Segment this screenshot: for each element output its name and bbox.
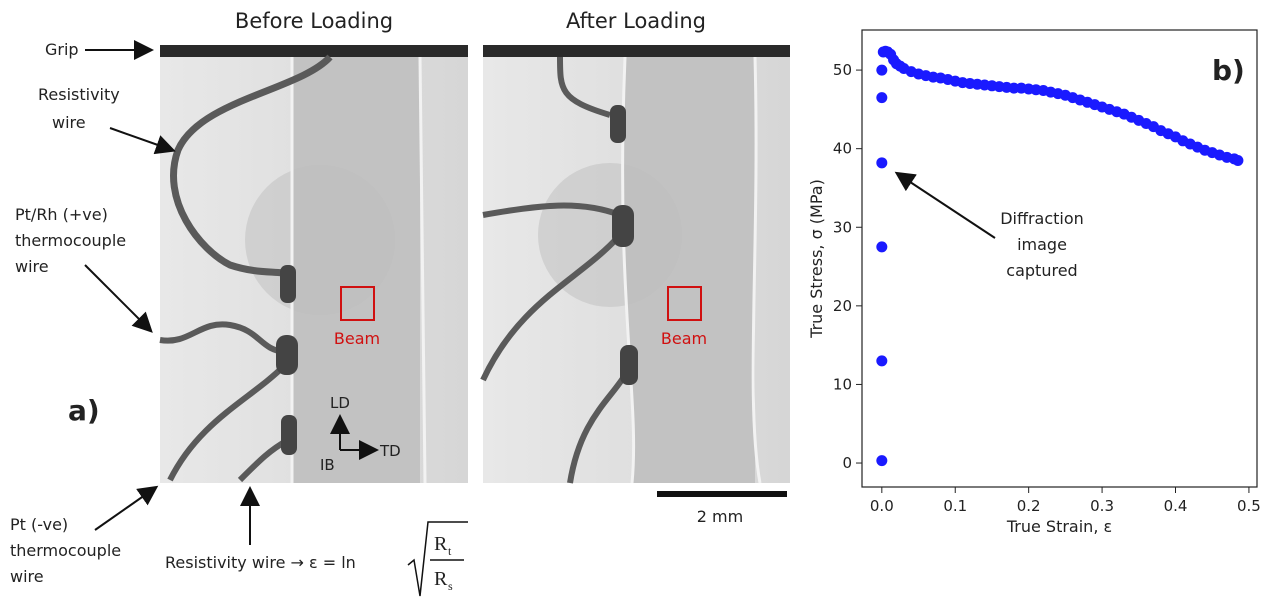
x-tick-label: 0.2 [1017, 497, 1041, 515]
arrow [109, 127, 176, 155]
point [876, 355, 888, 367]
point [876, 157, 888, 169]
point [1232, 154, 1244, 166]
chart: 0.0 0.1 0.2 0.3 0.4 0.5 0 10 20 30 40 50 True Strain… [807, 29, 1261, 536]
x-tick-label: 0.4 [1164, 497, 1188, 515]
formula-num: R [434, 533, 448, 555]
point [876, 64, 888, 76]
y-axis-title: True Stress, σ (MPa) [807, 179, 826, 339]
label-line: wire [10, 567, 44, 586]
label-line: Pt (-ve) [10, 515, 68, 534]
x-tick-label: 0.5 [1237, 497, 1261, 515]
x-tick-label: 0.1 [943, 497, 967, 515]
point [876, 455, 888, 467]
formula-den-sub: s [448, 579, 453, 593]
point [876, 241, 888, 253]
beam-label: Beam [661, 329, 707, 348]
scale-bar [657, 491, 787, 497]
label-line: Resistivity [38, 85, 120, 104]
y-tick-label: 40 [833, 140, 852, 158]
label-line: thermocouple [15, 231, 126, 250]
annotation: captured [1006, 261, 1077, 280]
y-tick-label: 10 [833, 375, 852, 393]
image-after [480, 45, 790, 484]
y-tick-label: 0 [842, 454, 852, 472]
formula-den: R [434, 568, 448, 590]
annotation: image [1017, 235, 1067, 254]
label-line: Pt/Rh (+ve) [15, 205, 108, 224]
label-line: wire [52, 113, 86, 132]
y-tick-label: 20 [833, 297, 852, 315]
beam-box [340, 286, 375, 321]
annotation-arrow [894, 171, 996, 239]
axis-ld: LD [330, 394, 350, 412]
grip-label: Grip [45, 40, 79, 59]
beam-label: Beam [334, 329, 380, 348]
image-before [159, 45, 468, 484]
sqrt-sign [407, 521, 468, 597]
y-tick-label: 30 [833, 218, 852, 236]
title-before: Before Loading [235, 9, 393, 33]
panel-label: b) [1212, 54, 1245, 87]
arrow [84, 264, 153, 333]
arrow [94, 485, 159, 531]
title-after: After Loading [566, 9, 706, 33]
x-axis-title: True Strain, ε [1006, 517, 1112, 536]
point [876, 92, 888, 104]
plot-frame [861, 29, 1258, 488]
formula-num-sub: t [448, 544, 452, 558]
label-line: wire [15, 257, 49, 276]
annotation: Diffraction [1000, 209, 1084, 228]
scale-label: 2 mm [697, 507, 743, 526]
label-line: thermocouple [10, 541, 121, 560]
x-tick-label: 0.0 [870, 497, 894, 515]
y-tick-label: 50 [833, 61, 852, 79]
beam-box [667, 286, 702, 321]
formula: Resistivity wire → ε = ln [165, 553, 356, 572]
axis-ib: IB [320, 456, 335, 474]
panel-label: a) [68, 394, 100, 427]
x-tick-label: 0.3 [1090, 497, 1114, 515]
axis-td: TD [379, 442, 401, 460]
